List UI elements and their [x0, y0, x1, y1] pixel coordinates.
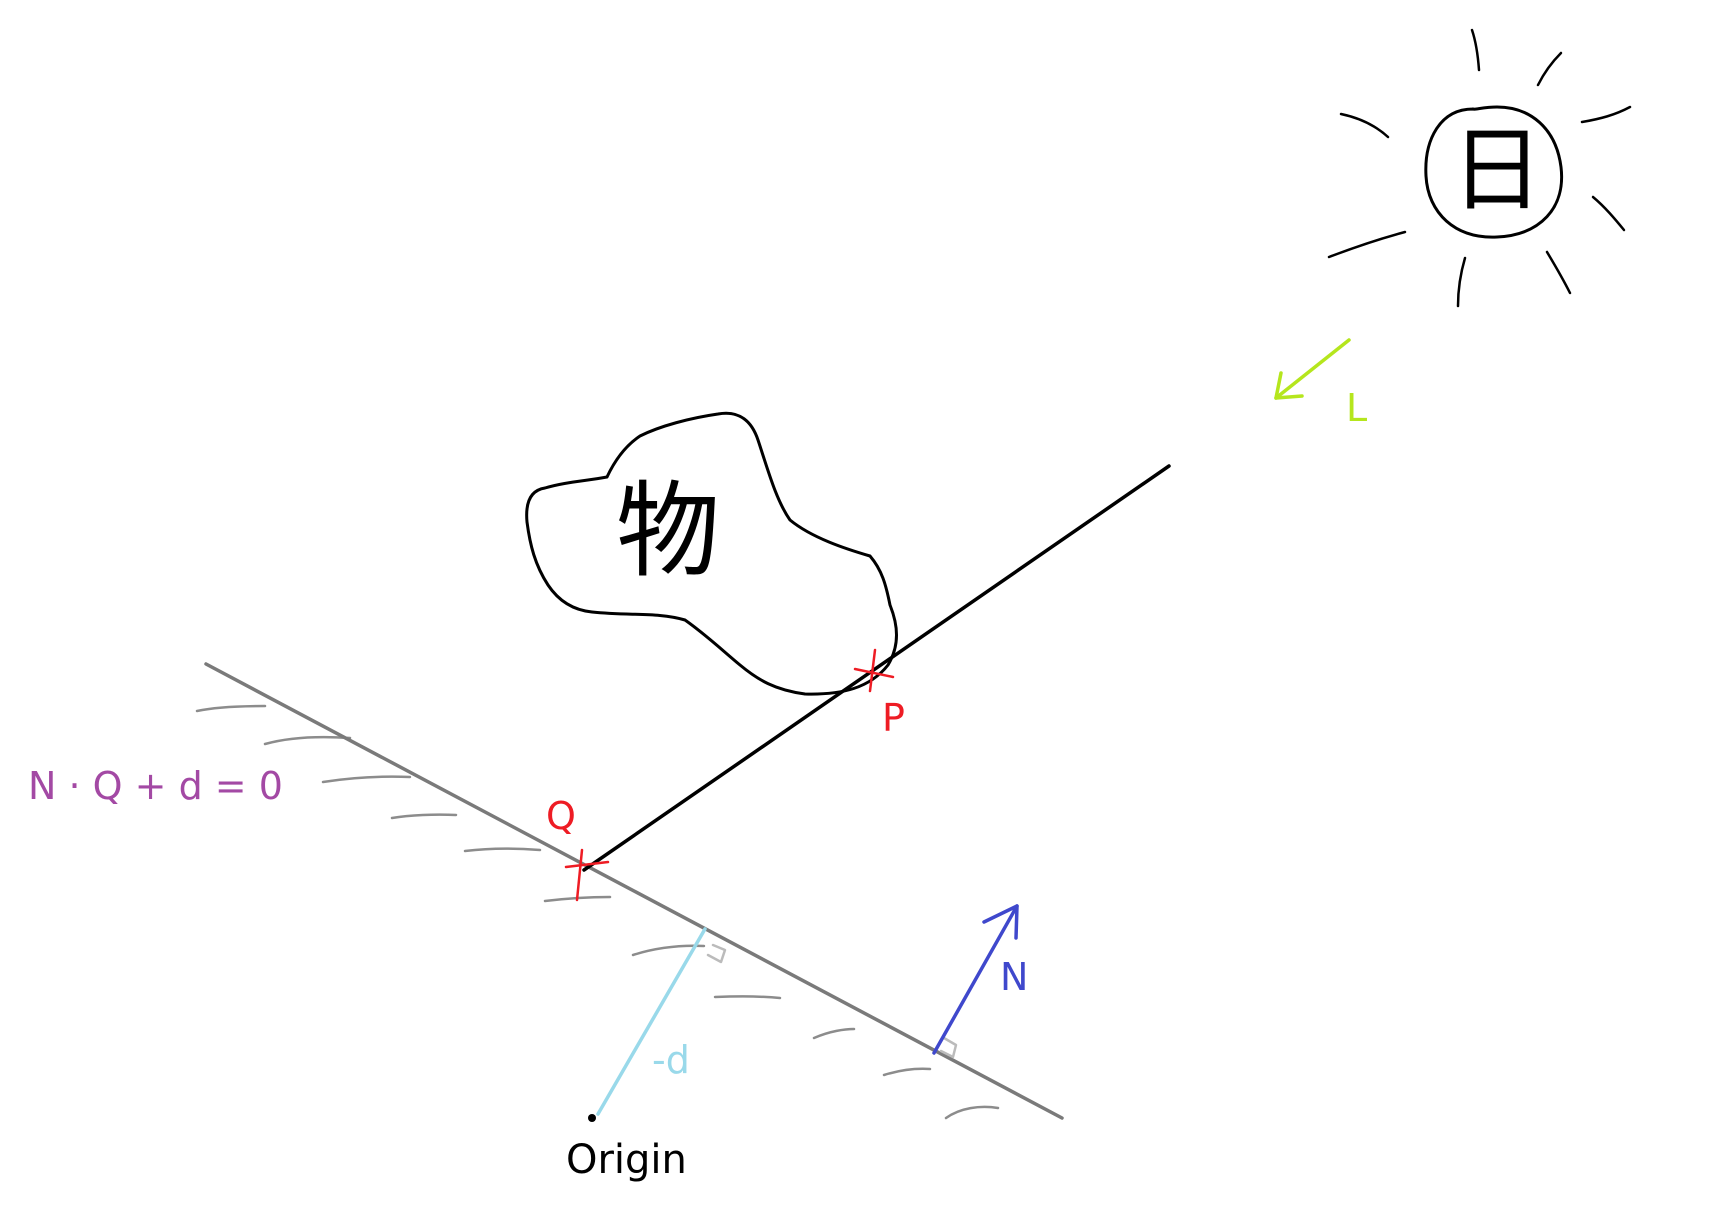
point-p-label: P: [882, 696, 905, 740]
normal-arrow-shaft: [932, 904, 1019, 1055]
point-p-marker: [853, 648, 895, 693]
hatch-mark: [631, 944, 706, 957]
sun-character: 日: [1451, 117, 1543, 224]
hatch-mark: [195, 704, 267, 713]
sun-ray: [1339, 112, 1390, 139]
hatch-mark: [321, 775, 412, 784]
hatch-mark: [944, 1105, 1000, 1120]
sun-ray: [1536, 51, 1563, 87]
plane-hatching: [195, 704, 1000, 1120]
object-blob: 物: [525, 411, 898, 696]
plane-equation-label: N · Q + d = 0: [28, 764, 283, 808]
sun-ray: [1545, 250, 1572, 295]
origin-point: [588, 1114, 596, 1122]
light-label: L: [1346, 386, 1367, 430]
hatch-mark: [463, 847, 542, 853]
distance-line: [596, 927, 707, 1116]
distance-label: -d: [652, 1038, 690, 1082]
sun: 日: [1327, 28, 1632, 308]
sun-circle: [1424, 105, 1564, 239]
object-character: 物: [616, 470, 720, 592]
sun-ray: [1470, 28, 1481, 72]
point-q-marker: [564, 848, 610, 902]
hatch-mark: [263, 735, 352, 746]
shadow-ray-line: [582, 464, 1171, 872]
hatch-mark: [543, 895, 612, 903]
sun-ray: [1591, 195, 1626, 232]
origin-label: Origin: [566, 1137, 687, 1183]
sun-rays: [1327, 28, 1632, 308]
plane-line: [204, 662, 1064, 1120]
light-arrow-shaft: [1274, 338, 1351, 400]
normal-label: N: [1000, 955, 1028, 999]
hatch-mark: [390, 813, 458, 820]
hatch-mark: [882, 1067, 932, 1077]
right-angle-marker: [939, 1036, 958, 1059]
sun-ray: [1580, 105, 1632, 124]
hatch-mark: [713, 995, 782, 1000]
object-outline: [525, 411, 898, 696]
normal-arrow-head: [982, 904, 1019, 940]
light-arrow-head: [1274, 371, 1304, 400]
point-q-label: Q: [546, 794, 576, 838]
light-direction-arrow: [1274, 338, 1351, 400]
hatch-mark: [812, 1027, 856, 1040]
sun-ray: [1327, 230, 1407, 259]
sun-ray: [1456, 256, 1467, 308]
right-angle-marker: [706, 943, 727, 964]
normal-arrow: [932, 904, 1019, 1055]
